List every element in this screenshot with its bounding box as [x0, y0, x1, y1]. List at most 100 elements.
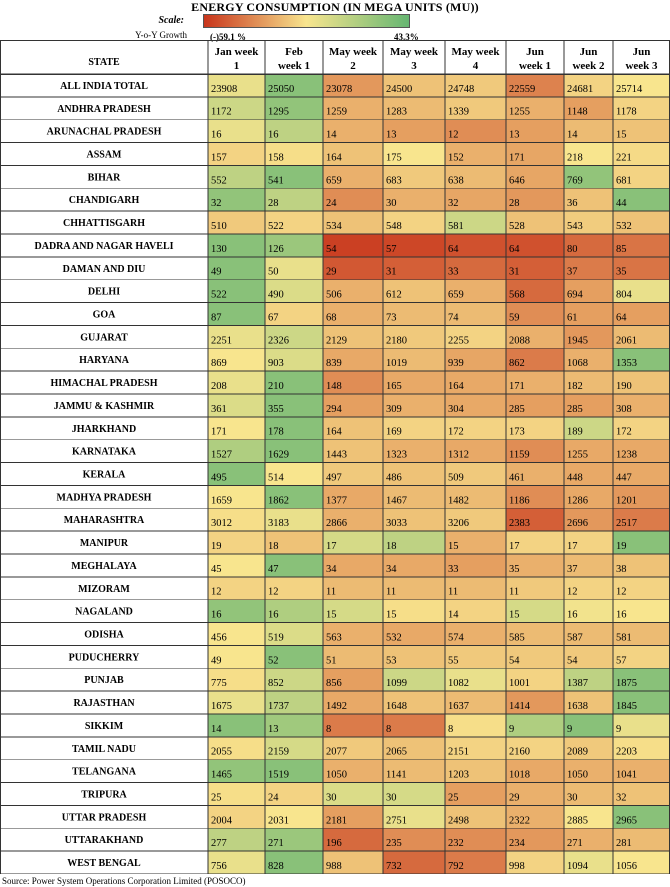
cell-value: 1467 — [386, 495, 407, 506]
heatmap-cell — [564, 736, 613, 760]
heatmap-cell — [265, 668, 323, 692]
heatmap-cell — [506, 302, 564, 326]
cell-value: 173 — [509, 427, 525, 438]
heatmap-cell — [445, 119, 506, 143]
cell-value: 61 — [567, 312, 578, 323]
cell-value: 1082 — [448, 678, 469, 689]
column-header: May week — [452, 46, 501, 58]
heatmap-cell — [323, 576, 383, 600]
yoy-growth-label: Y-o-Y Growth — [135, 30, 187, 40]
cell-value: 2517 — [616, 518, 637, 529]
heatmap-cell — [265, 119, 323, 143]
cell-value: 638 — [448, 175, 464, 186]
heatmap-cell — [208, 211, 265, 234]
cell-value: 2251 — [211, 335, 232, 346]
heatmap-cell — [506, 165, 564, 189]
cell-value: 852 — [268, 678, 284, 689]
heatmap-cell — [208, 645, 265, 669]
cell-value: 57 — [386, 244, 397, 255]
heatmap-cell — [445, 439, 506, 463]
heatmap-cell — [383, 736, 445, 760]
cell-value: 792 — [448, 861, 464, 872]
cell-value: 585 — [509, 632, 525, 643]
heatmap-cell — [323, 302, 383, 326]
heatmap-cell — [208, 736, 265, 760]
heatmap-cell — [564, 851, 613, 874]
heatmap-cell — [506, 828, 564, 852]
heatmap-cell — [613, 668, 670, 692]
cell-value: 37 — [567, 564, 578, 575]
heatmap-cell — [383, 74, 445, 97]
cell-value: 64 — [448, 244, 459, 255]
cell-value: 769 — [567, 175, 583, 186]
column-header: 4 — [473, 60, 479, 72]
cell-value: 126 — [268, 244, 284, 255]
heatmap-cell — [506, 256, 564, 280]
heatmap-cell — [323, 348, 383, 372]
cell-value: 30 — [567, 792, 578, 803]
heatmap-cell — [383, 714, 445, 737]
heatmap-cell — [383, 234, 445, 257]
cell-value: 1482 — [448, 495, 469, 506]
cell-value: 15 — [326, 610, 337, 621]
row-header-state: STATE — [88, 57, 120, 68]
cell-value: 67 — [268, 312, 279, 323]
state-label: TAMIL NADU — [72, 744, 136, 755]
heatmap-cell — [208, 302, 265, 326]
chart-title: ENERGY CONSUMPTION (IN MEGA UNITS (MU)) — [191, 0, 479, 14]
cell-value: 24681 — [567, 84, 593, 95]
heatmap-cell — [506, 485, 564, 509]
heatmap-cell — [208, 165, 265, 189]
column-header: week 1 — [278, 60, 310, 72]
heatmap-cell — [208, 371, 265, 394]
cell-value: 271 — [567, 838, 583, 849]
state-label: DELHI — [88, 287, 120, 298]
heatmap-cell — [208, 256, 265, 280]
cell-value: 208 — [211, 381, 227, 392]
cell-value: 50 — [268, 267, 279, 278]
cell-value: 775 — [211, 678, 227, 689]
cell-value: 998 — [509, 861, 525, 872]
heatmap-cell — [613, 691, 670, 714]
cell-value: 2055 — [211, 747, 232, 758]
heatmap-cell — [564, 576, 613, 600]
cell-value: 24748 — [448, 84, 474, 95]
cell-value: 448 — [567, 472, 583, 483]
heatmap-cell — [208, 599, 265, 623]
cell-value: 1875 — [616, 678, 637, 689]
heatmap-cell — [564, 416, 613, 440]
heatmap-cell — [613, 576, 670, 600]
cell-value: 2160 — [509, 747, 530, 758]
heatmap-cell — [208, 439, 265, 463]
cell-value: 1637 — [448, 701, 469, 712]
heatmap-cell — [506, 668, 564, 692]
cell-value: 15 — [448, 541, 459, 552]
heatmap-cell — [506, 211, 564, 234]
cell-value: 37 — [567, 267, 578, 278]
heatmap-cell — [564, 622, 613, 646]
cell-value: 22559 — [509, 84, 535, 95]
scale-max-label: 43.3% — [394, 32, 419, 42]
heatmap-cell — [564, 462, 613, 486]
heatmap-cell — [613, 554, 670, 577]
heatmap-cell — [445, 142, 506, 166]
state-label: HIMACHAL PRADESH — [51, 378, 158, 389]
cell-value: 23908 — [211, 84, 237, 95]
cell-value: 490 — [268, 290, 284, 301]
heatmap-cell — [445, 74, 506, 97]
cell-value: 506 — [326, 290, 342, 301]
heatmap-cell — [564, 119, 613, 143]
cell-value: 574 — [448, 632, 465, 643]
heatmap-cell — [506, 645, 564, 669]
state-label: TELANGANA — [72, 767, 137, 778]
cell-value: 34 — [386, 564, 397, 575]
cell-value: 548 — [386, 221, 402, 232]
cell-value: 8 — [386, 724, 391, 735]
cell-value: 33 — [448, 564, 459, 575]
cell-value: 25714 — [616, 84, 643, 95]
heatmap-cell — [506, 142, 564, 166]
heatmap-cell — [323, 622, 383, 646]
heatmap-cell — [208, 554, 265, 577]
heatmap-cell — [383, 348, 445, 372]
state-label: UTTARAKHAND — [65, 835, 144, 846]
